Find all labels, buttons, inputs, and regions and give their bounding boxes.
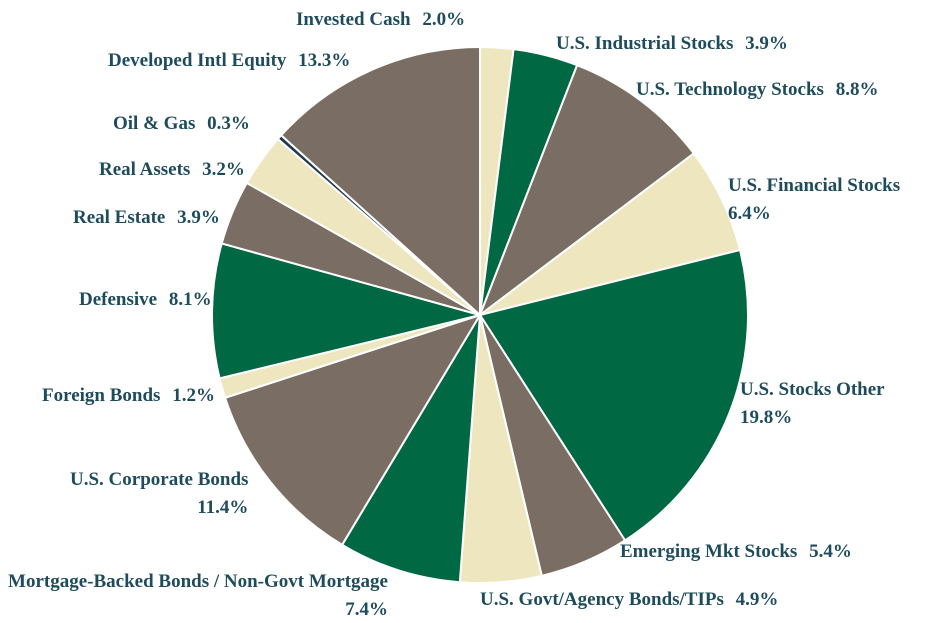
category-label: U.S. Corporate Bonds [70,469,249,490]
value-label: 6.4% [728,203,771,224]
pie-slice [211,242,481,380]
value-label: 5.4% [809,541,852,562]
value-label: 7.4% [345,599,388,620]
slice-label: Mortgage-Backed Bonds / Non-Govt Mortgag… [8,568,388,623]
category-label: Real Estate [73,207,166,228]
value-label: 8.8% [835,79,879,100]
pie-slice [479,248,749,542]
slice-label: U.S. Govt/Agency Bonds/TIPs 4.9% [480,586,778,614]
category-label: Foreign Bonds [42,385,161,406]
value-label: 2.0% [422,9,466,30]
category-label: Oil & Gas [113,113,196,134]
category-label: Emerging Mkt Stocks [620,541,798,562]
pie-slice [479,64,695,316]
slice-label: Foreign Bonds 1.2% [42,382,215,410]
slice-label: Defensive 8.1% [79,286,212,314]
value-label: 1.2% [172,385,215,406]
value-label: 3.9% [177,207,220,228]
category-label: Invested Cash [296,9,411,30]
value-label: 11.4% [197,497,249,518]
category-label: Defensive [79,289,158,310]
slice-label: Developed Intl Equity 13.3% [108,47,350,75]
value-label: 19.8% [740,407,793,428]
slice-label: U.S. Technology Stocks 8.8% [636,76,878,104]
slice-label: U.S. Industrial Stocks 3.9% [556,30,788,58]
pie-slice [224,314,481,546]
slice-label: U.S. Stocks Other 19.8% [740,376,885,432]
value-label: 4.9% [735,589,779,610]
slice-label: U.S. Corporate Bonds 11.4% [70,466,248,522]
slice-label: Oil & Gas 0.3% [113,110,250,138]
value-label: 0.3% [207,113,250,134]
pie-slice [280,46,481,316]
pie-slice [341,314,481,584]
category-label: U.S. Financial Stocks [728,175,901,196]
value-label: 3.2% [202,159,245,180]
category-label: U.S. Stocks Other [740,379,885,400]
value-label: 3.9% [745,33,788,54]
category-label: U.S. Industrial Stocks [556,33,734,54]
category-label: U.S. Govt/Agency Bonds/TIPs [480,589,724,610]
slice-label: U.S. Financial Stocks 6.4% [728,172,900,228]
value-label: 13.3% [298,50,351,71]
slice-label: Real Assets 3.2% [99,156,245,184]
slice-label: Real Estate 3.9% [73,204,220,232]
category-label: Mortgage-Backed Bonds / Non-Govt Mortgag… [8,571,388,592]
value-label: 8.1% [168,289,212,310]
category-label: U.S. Technology Stocks [636,79,824,100]
category-label: Real Assets [99,159,191,180]
category-label: Developed Intl Equity [108,50,287,71]
slice-label: Emerging Mkt Stocks 5.4% [620,538,852,566]
slice-label: Invested Cash 2.0% [296,6,465,34]
